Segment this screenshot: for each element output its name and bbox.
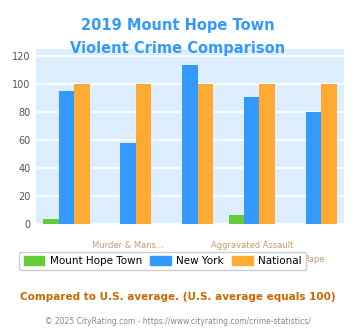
Bar	[198, 84, 213, 224]
Bar	[321, 84, 337, 224]
Text: All Violent Crime: All Violent Crime	[31, 255, 102, 264]
Bar	[182, 65, 198, 224]
Bar	[229, 214, 244, 224]
Bar	[43, 219, 59, 224]
Text: Aggravated Assault: Aggravated Assault	[211, 241, 293, 250]
Text: Compared to U.S. average. (U.S. average equals 100): Compared to U.S. average. (U.S. average …	[20, 292, 335, 302]
Bar	[120, 143, 136, 224]
Bar	[74, 84, 89, 224]
Text: Murder & Mans...: Murder & Mans...	[92, 241, 164, 250]
Bar	[306, 113, 321, 224]
Text: Robbery: Robbery	[173, 255, 207, 264]
Text: 2019 Mount Hope Town: 2019 Mount Hope Town	[81, 18, 274, 33]
Bar	[244, 97, 260, 224]
Text: Rape: Rape	[303, 255, 324, 264]
Text: © 2025 CityRating.com - https://www.cityrating.com/crime-statistics/: © 2025 CityRating.com - https://www.city…	[45, 317, 310, 326]
Text: Violent Crime Comparison: Violent Crime Comparison	[70, 41, 285, 56]
Bar	[260, 84, 275, 224]
Legend: Mount Hope Town, New York, National: Mount Hope Town, New York, National	[20, 252, 306, 270]
Bar	[59, 91, 74, 224]
Bar	[136, 84, 151, 224]
